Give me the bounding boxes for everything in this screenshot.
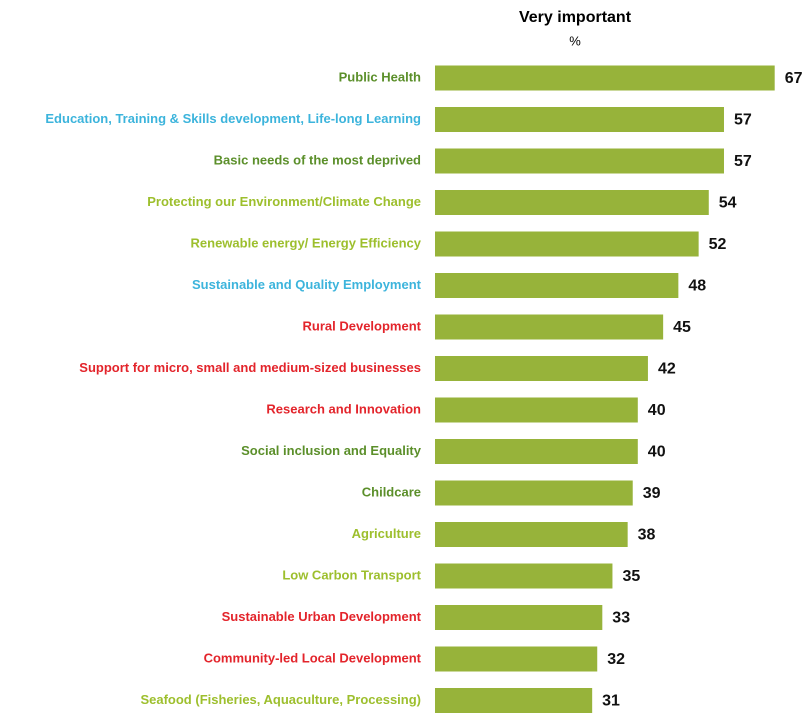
bar xyxy=(435,605,603,630)
category-label: Basic needs of the most deprived xyxy=(214,152,421,167)
category-label: Rural Development xyxy=(303,318,422,333)
value-label: 38 xyxy=(638,527,656,544)
value-label: 57 xyxy=(734,112,752,129)
bar xyxy=(435,688,593,713)
category-label: Seafood (Fisheries, Aquaculture, Process… xyxy=(140,692,421,707)
value-label: 52 xyxy=(709,236,727,253)
category-label: Education, Training & Skills development… xyxy=(45,111,421,126)
bar xyxy=(435,107,724,132)
bar xyxy=(435,480,633,506)
bar xyxy=(435,148,724,174)
bar xyxy=(435,190,709,215)
category-label: Protecting our Environment/Climate Chang… xyxy=(147,194,421,209)
value-label: 42 xyxy=(658,361,676,378)
category-label: Agriculture xyxy=(352,526,421,541)
chart-subtitle: % xyxy=(569,33,581,48)
value-label: 39 xyxy=(643,485,661,502)
bar xyxy=(435,231,699,257)
value-label: 40 xyxy=(648,402,666,419)
bar xyxy=(435,397,638,423)
value-label: 40 xyxy=(648,444,666,461)
category-label: Community-led Local Development xyxy=(204,650,422,665)
value-label: 45 xyxy=(673,319,691,336)
bar xyxy=(435,522,628,547)
bar xyxy=(435,65,775,91)
bar xyxy=(435,646,598,672)
value-label: 35 xyxy=(622,568,640,585)
category-label: Renewable energy/ Energy Efficiency xyxy=(191,235,422,250)
value-label: 67 xyxy=(785,70,803,87)
value-label: 48 xyxy=(688,278,706,295)
category-label: Research and Innovation xyxy=(266,401,421,416)
category-label: Social inclusion and Equality xyxy=(241,443,422,458)
chart-title: Very important xyxy=(519,9,632,26)
bar xyxy=(435,273,679,298)
value-label: 33 xyxy=(612,610,630,627)
value-label: 57 xyxy=(734,153,752,170)
category-label: Public Health xyxy=(339,69,421,84)
bar xyxy=(435,356,648,381)
bar xyxy=(435,563,613,589)
value-label: 54 xyxy=(719,195,737,212)
category-label: Low Carbon Transport xyxy=(282,567,421,582)
category-label: Childcare xyxy=(362,484,421,499)
value-label: 31 xyxy=(602,693,620,710)
category-label: Sustainable and Quality Employment xyxy=(192,277,422,292)
bar xyxy=(435,314,664,340)
bar xyxy=(435,439,638,464)
category-label: Support for micro, small and medium-size… xyxy=(79,360,421,375)
value-label: 32 xyxy=(607,651,625,668)
category-label: Sustainable Urban Development xyxy=(222,609,422,624)
